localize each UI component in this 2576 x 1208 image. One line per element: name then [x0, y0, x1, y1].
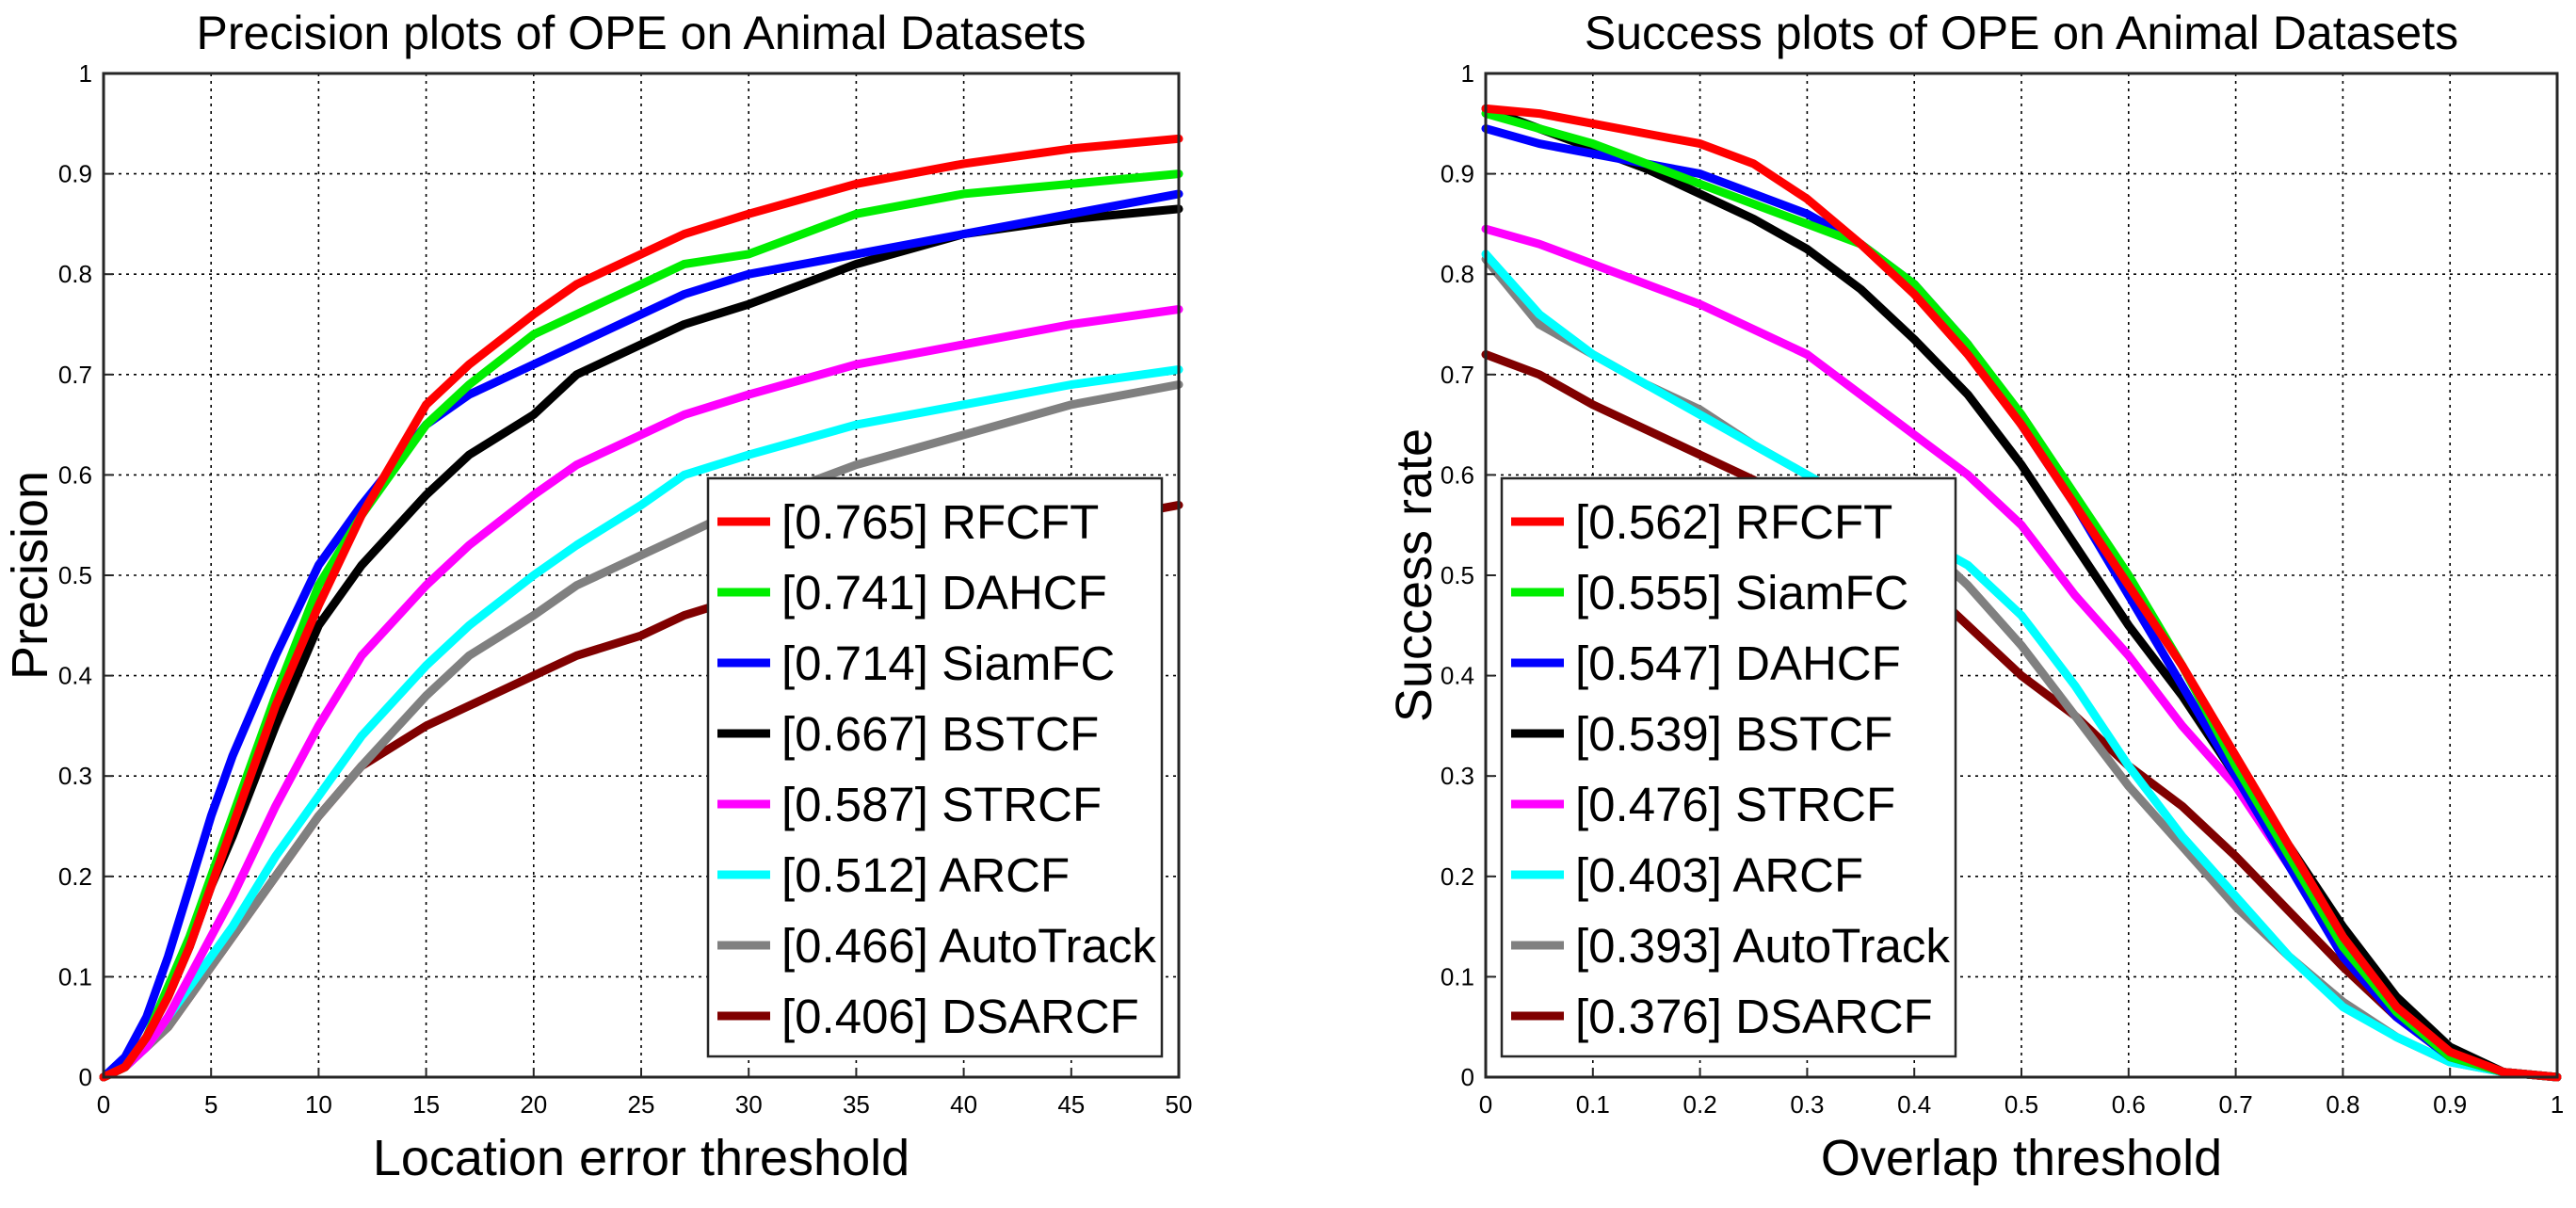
precision-ytick-label: 0.1: [58, 962, 92, 991]
precision-legend-label-strcf: [0.587] STRCF: [781, 778, 1102, 831]
precision-legend-label-rfcft: [0.765] RFCFT: [781, 495, 1099, 549]
success-series-line-arcf: [1481, 250, 2562, 1082]
precision-xtick-label: 10: [305, 1090, 332, 1119]
success-xtick-label: 1: [2551, 1090, 2564, 1119]
success-legend-label-arcf: [0.403] ARCF: [1575, 848, 1863, 902]
success-ytick-label: 0.8: [1441, 260, 1474, 288]
precision-xtick-label: 30: [735, 1090, 763, 1119]
success-ytick-label: 0.1: [1441, 962, 1474, 991]
precision-legend-label-arcf: [0.512] ARCF: [781, 848, 1070, 902]
precision-xtick-label: 0: [97, 1090, 110, 1119]
success-xtick-label: 0.9: [2433, 1090, 2467, 1119]
precision-xtick-label: 35: [843, 1090, 870, 1119]
success-xtick-label: 0.7: [2219, 1090, 2253, 1119]
success-xtick-label: 0.1: [1576, 1090, 1610, 1119]
success-ytick-label: 0.5: [1441, 561, 1474, 589]
success-legend-label-dahcf: [0.547] DAHCF: [1575, 636, 1901, 690]
success-plot-series: [1481, 104, 2562, 1082]
precision-legend-label-dsarcf: [0.406] DSARCF: [781, 990, 1139, 1043]
precision-xtick-label: 50: [1166, 1090, 1193, 1119]
success-plot-panel: Success plots of OPE on Animal Datasets …: [1386, 7, 2564, 1186]
precision-series-line-strcf: [99, 305, 1183, 1082]
precision-plot-ylabel: Precision: [2, 471, 58, 680]
precision-legend-label-autotrack: [0.466] AutoTrack: [781, 919, 1156, 973]
success-xtick-label: 0.8: [2326, 1090, 2359, 1119]
success-legend-label-strcf: [0.476] STRCF: [1575, 778, 1895, 831]
success-plot-ticks: 0 0.1 0.2 0.3 0.4 0.5 0.6 0.7 0.8 0.9 1 0 0.1 0.2 0.3 0…: [1441, 59, 2564, 1119]
precision-legend-box: [706, 476, 1164, 1058]
precision-ytick-label: 0.8: [58, 260, 92, 288]
success-plot-ylabel: Success rate: [1386, 428, 1442, 722]
precision-xtick-label: 15: [412, 1090, 440, 1119]
precision-legend-label-siamfc: [0.714] SiamFC: [781, 636, 1115, 690]
success-plot-legend: [0.562] RFCFT [0.555] SiamFC [0.547] DAHCF…: [1500, 476, 1957, 1058]
precision-ytick-label: 0.5: [58, 561, 92, 589]
success-xtick-label: 0.3: [1790, 1090, 1824, 1119]
precision-plot-xlabel: Location error threshold: [373, 1130, 910, 1186]
success-legend-box: [1500, 476, 1957, 1058]
success-xtick-label: 0.4: [1897, 1090, 1931, 1119]
precision-plot-legend: [0.765] RFCFT [0.741] DAHCF [0.714] SiamFC…: [706, 476, 1164, 1058]
success-ytick-label: 0.9: [1441, 160, 1474, 188]
success-plot-xlabel: Overlap threshold: [1821, 1130, 2222, 1186]
precision-legend-label-dahcf: [0.741] DAHCF: [781, 566, 1107, 620]
precision-xtick-label: 45: [1057, 1090, 1085, 1119]
precision-ytick-label: 0.3: [58, 762, 92, 790]
success-legend-label-dsarcf: [0.376] DSARCF: [1575, 990, 1933, 1043]
precision-ytick-label: 0.7: [58, 361, 92, 389]
precision-xtick-label: 5: [204, 1090, 217, 1119]
precision-ytick-label: 0.4: [58, 662, 92, 690]
precision-series-line-rfcft: [99, 134, 1183, 1082]
precision-ytick-label: 0.2: [58, 862, 92, 891]
precision-ytick-label: 0.6: [58, 460, 92, 489]
success-xtick-label: 0.5: [2004, 1090, 2038, 1119]
success-series-line-bstcf: [1481, 104, 2562, 1082]
success-legend-label-autotrack: [0.393] AutoTrack: [1575, 919, 1950, 973]
precision-xtick-label: 40: [950, 1090, 977, 1119]
success-ytick-label: 0.7: [1441, 361, 1474, 389]
success-ytick-label: 0.6: [1441, 460, 1474, 489]
precision-plot-ticks: 0 5 10 15 20 25 30 35 40 45 50 0 0.1 0.2 0.3 0.4 0.5 0.6 0…: [58, 59, 1193, 1119]
success-xtick-label: 0.6: [2112, 1090, 2146, 1119]
precision-ytick-label: 0: [79, 1063, 92, 1091]
success-ytick-label: 0: [1461, 1063, 1474, 1091]
success-legend-label-siamfc: [0.555] SiamFC: [1575, 566, 1908, 620]
precision-plot-title: Precision plots of OPE on Animal Dataset…: [197, 7, 1087, 59]
success-ytick-label: 0.3: [1441, 762, 1474, 790]
success-xtick-label: 0: [1479, 1090, 1492, 1119]
precision-ytick-label: 1: [79, 59, 92, 88]
success-series-line-rfcft: [1481, 104, 2562, 1082]
success-ytick-label: 0.2: [1441, 862, 1474, 891]
precision-legend-label-bstcf: [0.667] BSTCF: [781, 707, 1099, 761]
precision-xtick-label: 25: [628, 1090, 655, 1119]
success-legend-label-bstcf: [0.539] BSTCF: [1575, 707, 1892, 761]
success-legend-label-rfcft: [0.562] RFCFT: [1575, 495, 1892, 549]
success-xtick-label: 0.2: [1683, 1090, 1717, 1119]
precision-plot-panel: Precision plots of OPE on Animal Dataset…: [2, 7, 1192, 1186]
success-ytick-label: 1: [1461, 59, 1474, 88]
success-plot-title: Success plots of OPE on Animal Datasets: [1585, 7, 2458, 59]
precision-ytick-label: 0.9: [58, 160, 92, 188]
precision-xtick-label: 20: [520, 1090, 547, 1119]
success-ytick-label: 0.4: [1441, 662, 1474, 690]
